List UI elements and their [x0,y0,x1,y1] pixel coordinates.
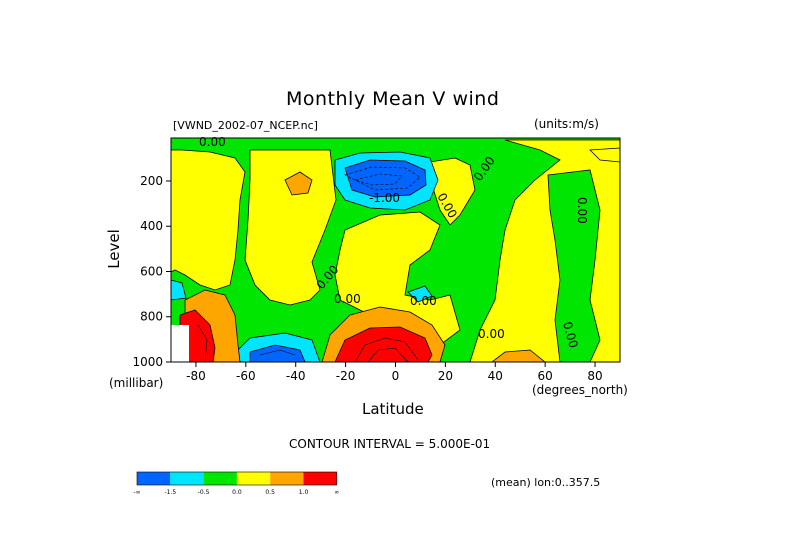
y-axis-units: (millibar) [109,376,164,390]
colorbar-swatch [303,472,337,485]
chart-title: Monthly Mean V wind [286,88,500,110]
region-orange-nh [491,349,546,362]
contour-label: 0.00 [575,197,589,224]
region-yellow-nh [429,157,476,226]
colorbar-swatch [236,472,271,485]
contour-label: 0.00 [410,294,437,308]
x-tick-label: 80 [587,369,602,383]
y-tick-label: 400 [140,219,163,233]
colorbar-tick-label: -∞ [133,489,140,496]
region-green-nh-tongue [547,169,601,362]
region-orange-blob [284,171,313,196]
x-tick-label: -40 [286,369,306,383]
units-label: (units:m/s) [534,117,599,131]
y-axis-label: Level [104,229,123,269]
colorbar-frame [136,471,338,486]
contour-label: 0.00 [478,327,505,341]
x-tick-label: -20 [336,369,356,383]
x-tick-label: 0 [392,369,400,383]
colorbar-swatch [170,472,204,485]
contour-label: 0.00 [199,135,226,149]
x-tick-label: 40 [488,369,503,383]
contour-lines [197,166,421,362]
x-tick-label: 60 [538,369,553,383]
colorbar-tick-label: 1.0 [299,489,309,496]
contour-interval: CONTOUR INTERVAL = 5.000E-01 [289,437,491,451]
colorbar-tick-label: 0.5 [265,489,275,496]
contour-plot-area [171,138,620,362]
colorbar-swatch [137,472,171,485]
region-red-eq [334,326,433,362]
region-blue-lower [249,344,306,362]
missing-data-patch [171,325,189,362]
x-axis-label: Latitude [362,400,424,418]
x-axis-ticks: -80 -60 -40 -20 0 20 40 60 80 [186,362,603,383]
colorbar-tick-label: 0.0 [232,489,242,496]
y-tick-label: 1000 [132,355,163,369]
y-tick-label: 200 [140,174,163,188]
region-yellow-np [589,147,620,163]
dataset-label: [VWND_2002-07_NCEP.nc] [173,119,318,132]
contour-label: 0.00 [334,292,361,306]
x-tick-label: -60 [236,369,256,383]
colorbar-tick-label: -0.5 [198,489,210,496]
y-axis-ticks: 200 400 600 800 1000 [132,174,171,369]
y-tick-label: 600 [140,264,163,278]
region-cyan-sp [171,279,187,301]
region-yellow-sh [171,149,246,291]
colorbar: -∞ -1.5 -0.5 0.0 0.5 1.0 ∞ [133,471,339,496]
x-axis-units: (degrees_north) [532,383,628,397]
y-tick-label: 800 [140,310,163,324]
region-yellow-mid [244,149,337,306]
x-tick-label: 20 [438,369,453,383]
contour-label: 0.00 [560,320,580,349]
contour-label: -1.00 [369,191,400,205]
x-tick-label: -80 [186,369,206,383]
footer-note: (mean) lon:0..357.5 [491,476,601,489]
colorbar-tick-label: -1.5 [164,489,176,496]
colorbar-swatch [270,472,304,485]
colorbar-tick-label: ∞ [334,489,339,496]
region-cyan-small [407,285,433,303]
colorbar-swatch [203,472,237,485]
